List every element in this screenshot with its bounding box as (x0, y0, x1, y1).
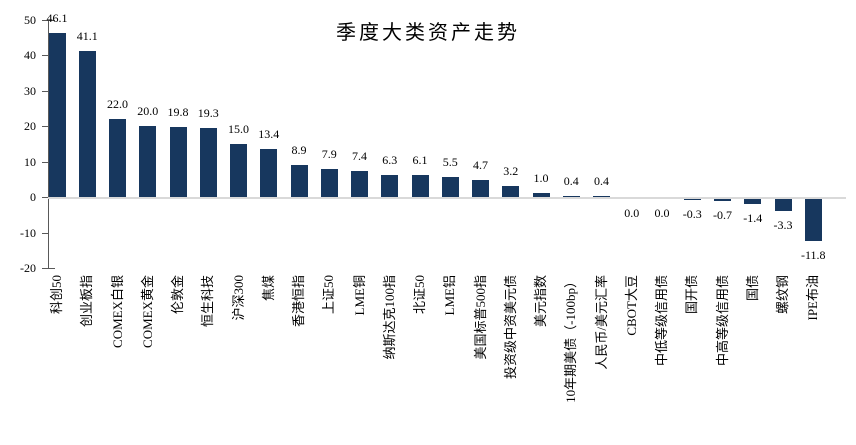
y-tick-mark (42, 19, 48, 21)
bar (441, 177, 459, 197)
bar-value-label: 0.4 (563, 173, 579, 188)
bar-value-label: 0.0 (624, 206, 640, 220)
bar (774, 199, 792, 211)
category-label-text: 国开债 (684, 275, 700, 315)
y-tick-label: 10 (24, 154, 36, 169)
y-tick-label: 30 (24, 83, 36, 98)
category-label-text: 美元指数 (533, 275, 548, 328)
bar-value-label: 0.4 (594, 173, 609, 188)
y-tick-mark (42, 161, 48, 163)
category-label-text: 恒生科技 (200, 275, 216, 328)
bar (593, 195, 610, 197)
bar (48, 33, 66, 197)
y-tick-label: -20 (20, 261, 36, 275)
category-label-text: 投资级中资美元债 (502, 275, 518, 380)
bar (804, 199, 822, 241)
category-label-text: LME铜 (351, 275, 367, 316)
bar-value-label: 0.0 (654, 206, 670, 220)
bar (109, 118, 126, 197)
bar (230, 143, 247, 197)
category-label-text: 美国标普500指 (472, 275, 488, 360)
bar (472, 180, 489, 197)
bar (411, 175, 429, 197)
bar (260, 149, 278, 197)
bar-value-label: 13.4 (258, 127, 280, 142)
bar-value-label: 3.2 (503, 163, 519, 178)
y-tick-label: 40 (24, 48, 36, 62)
bar (683, 199, 701, 201)
category-label-text: 螺纹钢 (775, 275, 790, 315)
category-label-text: 中低等级信用债 (654, 275, 669, 367)
bar-value-label: 7.4 (352, 148, 367, 163)
y-tick-mark (42, 90, 48, 92)
bar (78, 51, 96, 197)
y-tick-mark (42, 268, 48, 269)
category-label-text: 科创50 (49, 275, 64, 315)
bar-value-label: 7.9 (321, 146, 337, 161)
bar (290, 165, 308, 197)
bar (381, 174, 399, 197)
category-label-text: COMEX黄金 (139, 275, 155, 348)
bar-value-label: 22.0 (107, 96, 128, 111)
y-tick-mark (48, 19, 55, 21)
zero-gridline (48, 197, 846, 199)
y-tick-mark (48, 268, 55, 269)
y-tick-mark (42, 55, 48, 56)
bar-value-label: 15.0 (228, 121, 249, 136)
bar-value-label: 8.9 (291, 143, 307, 158)
category-label-text: COMEX白银 (109, 275, 125, 348)
y-tick-label: 50 (24, 12, 36, 27)
bar (714, 199, 731, 202)
y-tick-label: 0 (30, 190, 36, 204)
bar-value-label: -3.3 (773, 217, 793, 232)
bar (199, 128, 217, 197)
category-label-text: 上证50 (321, 275, 337, 315)
category-label-text: 国债 (744, 275, 760, 302)
bar-value-label: 41.1 (76, 29, 98, 44)
bar (532, 193, 550, 197)
bar-value-label: 5.5 (442, 155, 458, 170)
bar-value-label: -1.4 (743, 210, 763, 225)
bar-value-label: 6.1 (412, 153, 428, 168)
bar-value-label: 1.0 (533, 171, 549, 186)
category-label-text: 伦敦金 (170, 275, 185, 315)
category-label-text: CBOT大豆 (623, 275, 639, 336)
bar-value-label: 6.3 (382, 152, 398, 167)
category-label-text: IPE布油 (805, 275, 821, 321)
bar (744, 199, 762, 204)
category-label-text: 中高等级信用债 (714, 275, 730, 367)
y-tick-label: -10 (20, 225, 36, 240)
chart-title: 季度大类资产走势 (336, 22, 520, 44)
bar (320, 168, 338, 197)
bar-value-label: 20.0 (137, 104, 159, 118)
category-label-text: 焦煤 (260, 275, 276, 302)
y-tick-mark (42, 232, 48, 234)
category-label-text: 沪深300 (230, 275, 246, 321)
bar-value-label: 19.3 (197, 106, 219, 121)
category-label-text: 香港恒指 (291, 275, 306, 328)
bar (139, 126, 157, 197)
y-tick-mark (42, 126, 48, 127)
bar-value-label: 4.7 (473, 158, 488, 173)
y-tick-mark (42, 197, 48, 198)
category-label-text: 创业板指 (79, 275, 95, 328)
category-label-text: 10年期美债（-100bp） (563, 275, 579, 403)
category-label-text: LME铝 (442, 275, 458, 316)
bar (351, 170, 368, 197)
bar-value-label: 19.8 (167, 104, 189, 119)
category-label-text: 人民币/美元汇率 (593, 275, 609, 370)
bar-value-label: -0.3 (682, 207, 702, 222)
bar (169, 126, 187, 197)
bar-value-label: -11.8 (800, 247, 826, 262)
y-tick-label: 20 (24, 119, 36, 133)
bar (502, 185, 520, 197)
bar-value-label: -0.7 (713, 208, 732, 223)
category-label-text: 北证50 (412, 275, 427, 315)
category-label-text: 纳斯达克100指 (381, 275, 397, 360)
bar-value-label: 46.1 (46, 11, 68, 26)
bar (562, 195, 580, 197)
